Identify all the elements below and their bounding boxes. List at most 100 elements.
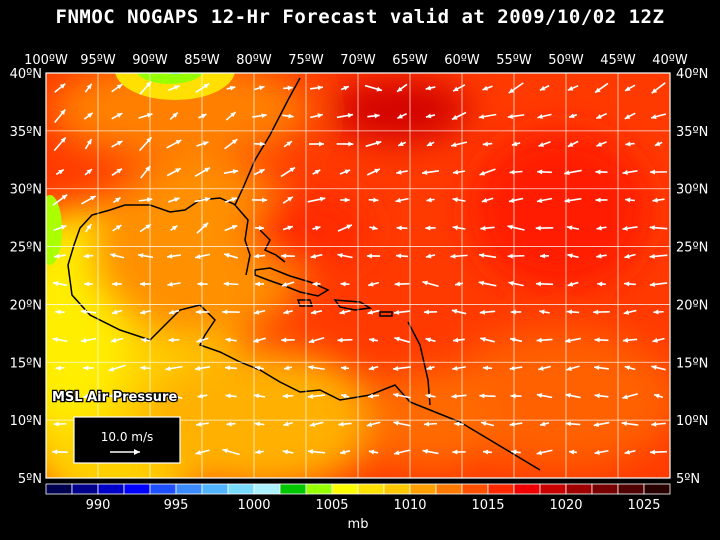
wind-arrow-icon [567, 281, 579, 287]
wind-arrow-icon [624, 112, 636, 120]
wind-arrow-icon [253, 393, 266, 399]
lon-label: 90ºW [132, 53, 168, 68]
lon-label: 80ºW [236, 53, 272, 68]
wind-arrow-icon [312, 281, 321, 287]
colorbar-swatch [409, 483, 437, 495]
wind-arrow-icon [535, 281, 554, 287]
wind-arrow-icon [452, 449, 466, 455]
wind-arrow-icon [282, 393, 294, 399]
wind-arrow-icon [624, 365, 636, 371]
wind-arrow-icon [253, 309, 266, 315]
wind-arrow-icon [168, 309, 180, 315]
wind-arrow-icon [426, 197, 435, 203]
wind-arrow-icon [80, 309, 97, 315]
colorbar-swatch [643, 483, 671, 495]
wind-arrow-icon [281, 253, 295, 259]
wind-arrow-icon [225, 393, 237, 399]
colorbar-swatch [487, 483, 515, 495]
wind-arrow-icon [225, 337, 237, 343]
wind-arrow-icon [225, 111, 237, 121]
lat-label-left: 20ºN [10, 298, 42, 313]
lat-label-right: 40ºN [676, 67, 708, 82]
wind-arrow-icon [508, 280, 524, 287]
wind-arrow-icon [565, 337, 581, 344]
wind-arrow-icon [340, 393, 350, 399]
wind-arrow-icon [565, 421, 581, 427]
wind-arrow-icon [393, 309, 411, 315]
wind-arrow-icon [310, 253, 323, 259]
wind-arrow-icon [307, 196, 326, 203]
wind-arrow-icon [309, 421, 324, 427]
wind-arrow-icon [507, 224, 525, 231]
wind-arrow-icon [55, 393, 65, 399]
wind-arrow-icon [538, 365, 551, 371]
wind-arrow-icon [53, 224, 67, 232]
wind-arrow-icon [596, 253, 607, 259]
wind-arrow-icon [651, 365, 666, 371]
wind-arrow-icon [593, 365, 610, 371]
wind-arrow-icon [140, 365, 151, 371]
wind-arrow-icon [165, 392, 183, 400]
wind-arrow-icon [368, 197, 379, 203]
wind-arrow-icon [479, 168, 496, 176]
wind-arrow-icon [594, 449, 609, 455]
wind-arrow-icon [167, 281, 181, 287]
colorbar-swatch [71, 483, 99, 495]
wind-arrow-icon [138, 197, 153, 203]
colorbar-swatch [149, 483, 177, 495]
wind-arrow-icon [425, 393, 436, 399]
wind-arrow-icon [396, 83, 408, 93]
lat-label-right: 10ºN [676, 414, 708, 429]
wind-arrow-icon [53, 136, 67, 152]
wind-arrow-icon [536, 449, 553, 456]
lat-label-left: 30ºN [10, 183, 42, 198]
lon-label: 65ºW [392, 53, 428, 68]
lon-label: 95ºW [80, 53, 116, 68]
wind-arrow-icon [394, 281, 410, 287]
wind-arrow-icon [511, 449, 521, 455]
wind-arrow-icon [53, 421, 67, 427]
wind-arrow-icon [310, 113, 323, 119]
colorbar-tick-label: 995 [164, 498, 189, 513]
wind-arrow-icon [52, 281, 68, 287]
wind-arrow-icon [282, 449, 294, 455]
wind-arrow-icon [539, 84, 550, 92]
wind-arrow-icon [223, 281, 239, 287]
wind-arrow-icon [226, 85, 236, 91]
wind-arrow-icon [254, 421, 265, 427]
wind-arrow-icon [308, 336, 325, 344]
lat-label-left: 25ºN [10, 241, 42, 256]
wind-arrow-icon [568, 449, 578, 455]
wind-arrow-icon [454, 421, 464, 427]
wind-arrow-icon [422, 280, 439, 288]
wind-arrow-icon [651, 421, 666, 427]
wind-arrow-icon [594, 393, 609, 399]
colorbar-tick-label: 1010 [393, 498, 426, 513]
latitude-labels-left: 40ºN 35ºN 30ºN 25ºN 20ºN 15ºN 10ºN 5ºN [10, 67, 42, 487]
wind-arrow-icon [283, 140, 293, 148]
wind-arrow-icon [340, 281, 350, 287]
wind-arrow-icon [254, 365, 265, 371]
wind-arrow-icon [112, 281, 122, 287]
wind-arrow-icon [479, 393, 496, 399]
wind-arrow-icon [507, 113, 525, 119]
wind-arrow-icon [111, 83, 123, 93]
wind-arrow-icon [339, 449, 351, 455]
wind-arrow-icon [367, 309, 380, 315]
wind-arrow-icon [283, 421, 293, 427]
wind-arrow-icon [650, 113, 667, 120]
wind-arrow-icon [222, 309, 240, 315]
coastlines [67, 77, 541, 471]
wind-arrow-icon [282, 196, 294, 204]
vector-legend: 10.0 m/s [73, 416, 181, 464]
wind-arrow-icon [253, 337, 266, 343]
lon-label: 60ºW [444, 53, 480, 68]
lon-label: 45ºW [600, 53, 636, 68]
wind-arrow-icon [423, 421, 438, 427]
wind-arrow-icon [140, 165, 151, 179]
wind-arrow-icon [84, 83, 93, 93]
wind-arrow-icon [480, 336, 495, 343]
map-title: FNMOC NOGAPS 12-Hr Forecast valid at 200… [55, 6, 665, 28]
wind-arrow-icon [593, 421, 610, 427]
wind-arrow-icon [194, 253, 211, 259]
